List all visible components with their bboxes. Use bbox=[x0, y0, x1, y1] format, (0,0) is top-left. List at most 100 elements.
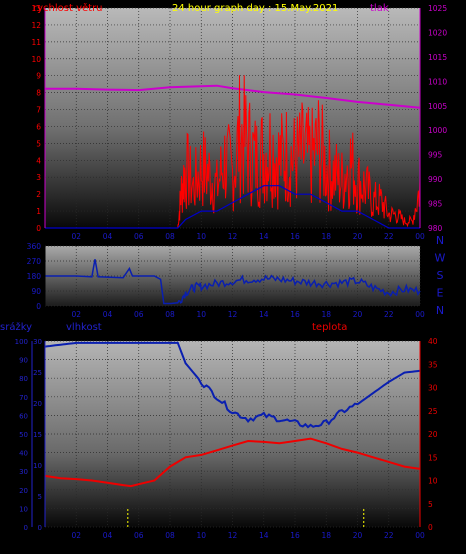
wind-speed-series-line bbox=[45, 75, 421, 229]
x-tick-label: 22 bbox=[384, 531, 394, 540]
rain-tick-label: 70 bbox=[19, 394, 28, 402]
x-tick-label: 08 bbox=[165, 232, 175, 241]
x-tick-label: 00 bbox=[415, 310, 425, 319]
x-tick-label: 18 bbox=[321, 232, 331, 241]
direction-tick-label: 360 bbox=[27, 242, 42, 251]
wind-direction-series-line bbox=[45, 259, 421, 305]
x-tick-label: 22 bbox=[384, 232, 394, 241]
temperature-tick-label: 40 bbox=[428, 337, 438, 346]
wind-speed-label: rychlost větru bbox=[33, 2, 103, 14]
x-tick-label: 22 bbox=[384, 310, 394, 319]
pressure-tick-label: 990 bbox=[428, 175, 443, 184]
humidity-temperature-chart: 0 10 20 30 40 50 60 70 80 90 100 0 5 10 15 20 25 30 0 5 10… bbox=[0, 321, 438, 540]
rain-tick-label: 30 bbox=[19, 468, 28, 476]
x-tick-label: 12 bbox=[228, 531, 238, 540]
wind-speed-tick-label: 1 bbox=[36, 207, 41, 216]
direction-degree-axis: 0 90 180 270 360 bbox=[27, 242, 42, 311]
humidity-tick-label: 0 bbox=[38, 524, 42, 532]
direction-tick-label: 180 bbox=[27, 272, 42, 281]
x-tick-label: 04 bbox=[103, 232, 113, 241]
wind-speed-tick-label: 12 bbox=[31, 21, 41, 30]
wind-speed-tick-label: 9 bbox=[36, 72, 41, 81]
compass-tick-label: N bbox=[436, 304, 444, 317]
x-tick-label: 10 bbox=[196, 531, 206, 540]
x-tick-label: 20 bbox=[353, 310, 363, 319]
x-tick-label: 10 bbox=[196, 232, 206, 241]
rain-label: srážky bbox=[0, 321, 32, 333]
humidity-tick-label: 25 bbox=[33, 369, 42, 377]
temperature-series-line bbox=[44, 437, 421, 488]
x-tick-label: 06 bbox=[134, 531, 144, 540]
x-tick-label: 14 bbox=[259, 531, 269, 540]
temperature-label: teplota bbox=[312, 322, 347, 333]
x-tick-label: 02 bbox=[71, 232, 81, 241]
compass-tick-label: E bbox=[437, 287, 444, 300]
x-tick-label: 20 bbox=[353, 531, 363, 540]
temperature-tick-label: 5 bbox=[428, 500, 433, 509]
direction-tick-label: 270 bbox=[27, 257, 42, 266]
humidity-tick-label: 30 bbox=[33, 338, 42, 346]
wind-speed-tick-label: 11 bbox=[31, 38, 41, 47]
direction-tick-label: 0 bbox=[36, 302, 41, 311]
humidity-temperature-x-axis: 02 04 06 08 10 12 14 16 18 20 22 00 bbox=[71, 531, 425, 540]
temperature-tick-label: 25 bbox=[428, 407, 438, 416]
rain-tick-label: 90 bbox=[19, 357, 28, 365]
rain-tick-label: 80 bbox=[19, 375, 28, 383]
rain-tick-label: 20 bbox=[19, 487, 28, 495]
humidity-axis: 0 5 10 15 20 25 30 bbox=[33, 338, 42, 532]
wind-speed-tick-label: 6 bbox=[36, 122, 41, 131]
rain-marks bbox=[127, 509, 365, 527]
x-tick-label: 08 bbox=[165, 310, 175, 319]
x-tick-label: 16 bbox=[290, 232, 300, 241]
humidity-tick-label: 10 bbox=[33, 462, 42, 470]
x-tick-label: 02 bbox=[71, 310, 81, 319]
humidity-series-line bbox=[44, 341, 421, 429]
x-tick-label: 18 bbox=[321, 310, 331, 319]
x-tick-label: 16 bbox=[290, 310, 300, 319]
direction-tick-label: 90 bbox=[31, 287, 41, 296]
rain-axis: 0 10 20 30 40 50 60 70 80 90 100 bbox=[15, 338, 28, 532]
wind-speed-tick-label: 10 bbox=[31, 55, 41, 64]
pressure-series-line bbox=[45, 84, 421, 109]
x-tick-label: 14 bbox=[259, 232, 269, 241]
pressure-tick-label: 1015 bbox=[428, 53, 447, 62]
x-tick-label: 10 bbox=[196, 310, 206, 319]
pressure-tick-label: 1025 bbox=[428, 4, 447, 13]
pressure-tick-label: 1010 bbox=[428, 77, 447, 86]
humidity-tick-label: 5 bbox=[38, 493, 42, 501]
rain-tick-label: 100 bbox=[15, 338, 28, 346]
pressure-tick-label: 985 bbox=[428, 200, 443, 209]
x-tick-label: 16 bbox=[290, 531, 300, 540]
x-tick-label: 00 bbox=[415, 531, 425, 540]
humidity-tick-label: 15 bbox=[33, 431, 42, 439]
wind-speed-tick-label: 8 bbox=[36, 89, 41, 98]
compass-tick-label: S bbox=[437, 269, 444, 282]
wind-direction-x-axis: 02 04 06 08 10 12 14 16 18 20 22 00 bbox=[71, 310, 425, 319]
humidity-label: vlhkost bbox=[66, 322, 102, 333]
x-tick-label: 08 bbox=[165, 531, 175, 540]
wind-speed-tick-label: 5 bbox=[36, 139, 41, 148]
rain-tick-label: 40 bbox=[19, 450, 28, 458]
x-tick-label: 12 bbox=[228, 232, 238, 241]
rain-tick-label: 0 bbox=[24, 524, 28, 532]
x-tick-label: 20 bbox=[353, 232, 363, 241]
temperature-tick-label: 35 bbox=[428, 360, 438, 369]
rain-tick-label: 10 bbox=[19, 505, 28, 513]
temperature-axis: 0 5 10 15 20 25 30 35 40 bbox=[428, 337, 438, 532]
wind-speed-tick-label: 0 bbox=[36, 224, 41, 233]
pressure-tick-label: 1000 bbox=[428, 126, 447, 135]
x-tick-label: 18 bbox=[321, 531, 331, 540]
pressure-tick-label: 995 bbox=[428, 151, 443, 160]
x-tick-label: 14 bbox=[259, 310, 269, 319]
wind-gust-series-line bbox=[45, 185, 420, 229]
pressure-label: tlak bbox=[370, 3, 389, 14]
pressure-tick-label: 980 bbox=[428, 224, 443, 233]
compass-tick-label: W bbox=[435, 252, 446, 265]
pressure-tick-label: 1020 bbox=[428, 28, 447, 37]
pressure-axis: 980 985 990 995 1000 1005 1010 1015 1020 1025 bbox=[428, 4, 447, 233]
